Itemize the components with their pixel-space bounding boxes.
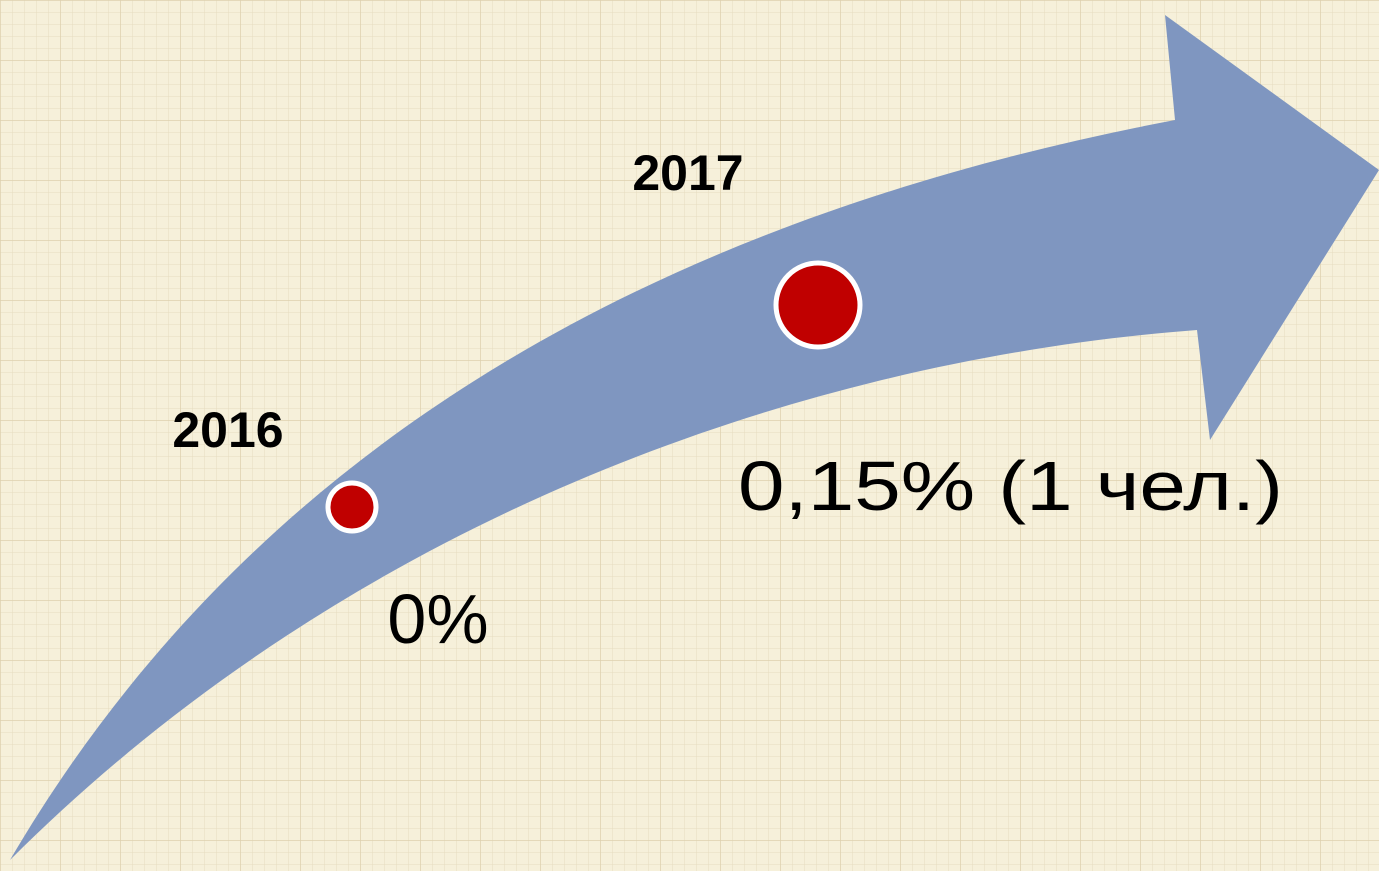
marker-2017	[773, 260, 863, 350]
year-label: 2017	[632, 145, 743, 201]
marker-2016	[325, 480, 379, 534]
arrow	[10, 15, 1379, 860]
value-label: 0%	[387, 580, 488, 658]
year-label: 2016	[172, 402, 283, 458]
value-label: 0,15% (1 чел.)	[738, 447, 1283, 525]
